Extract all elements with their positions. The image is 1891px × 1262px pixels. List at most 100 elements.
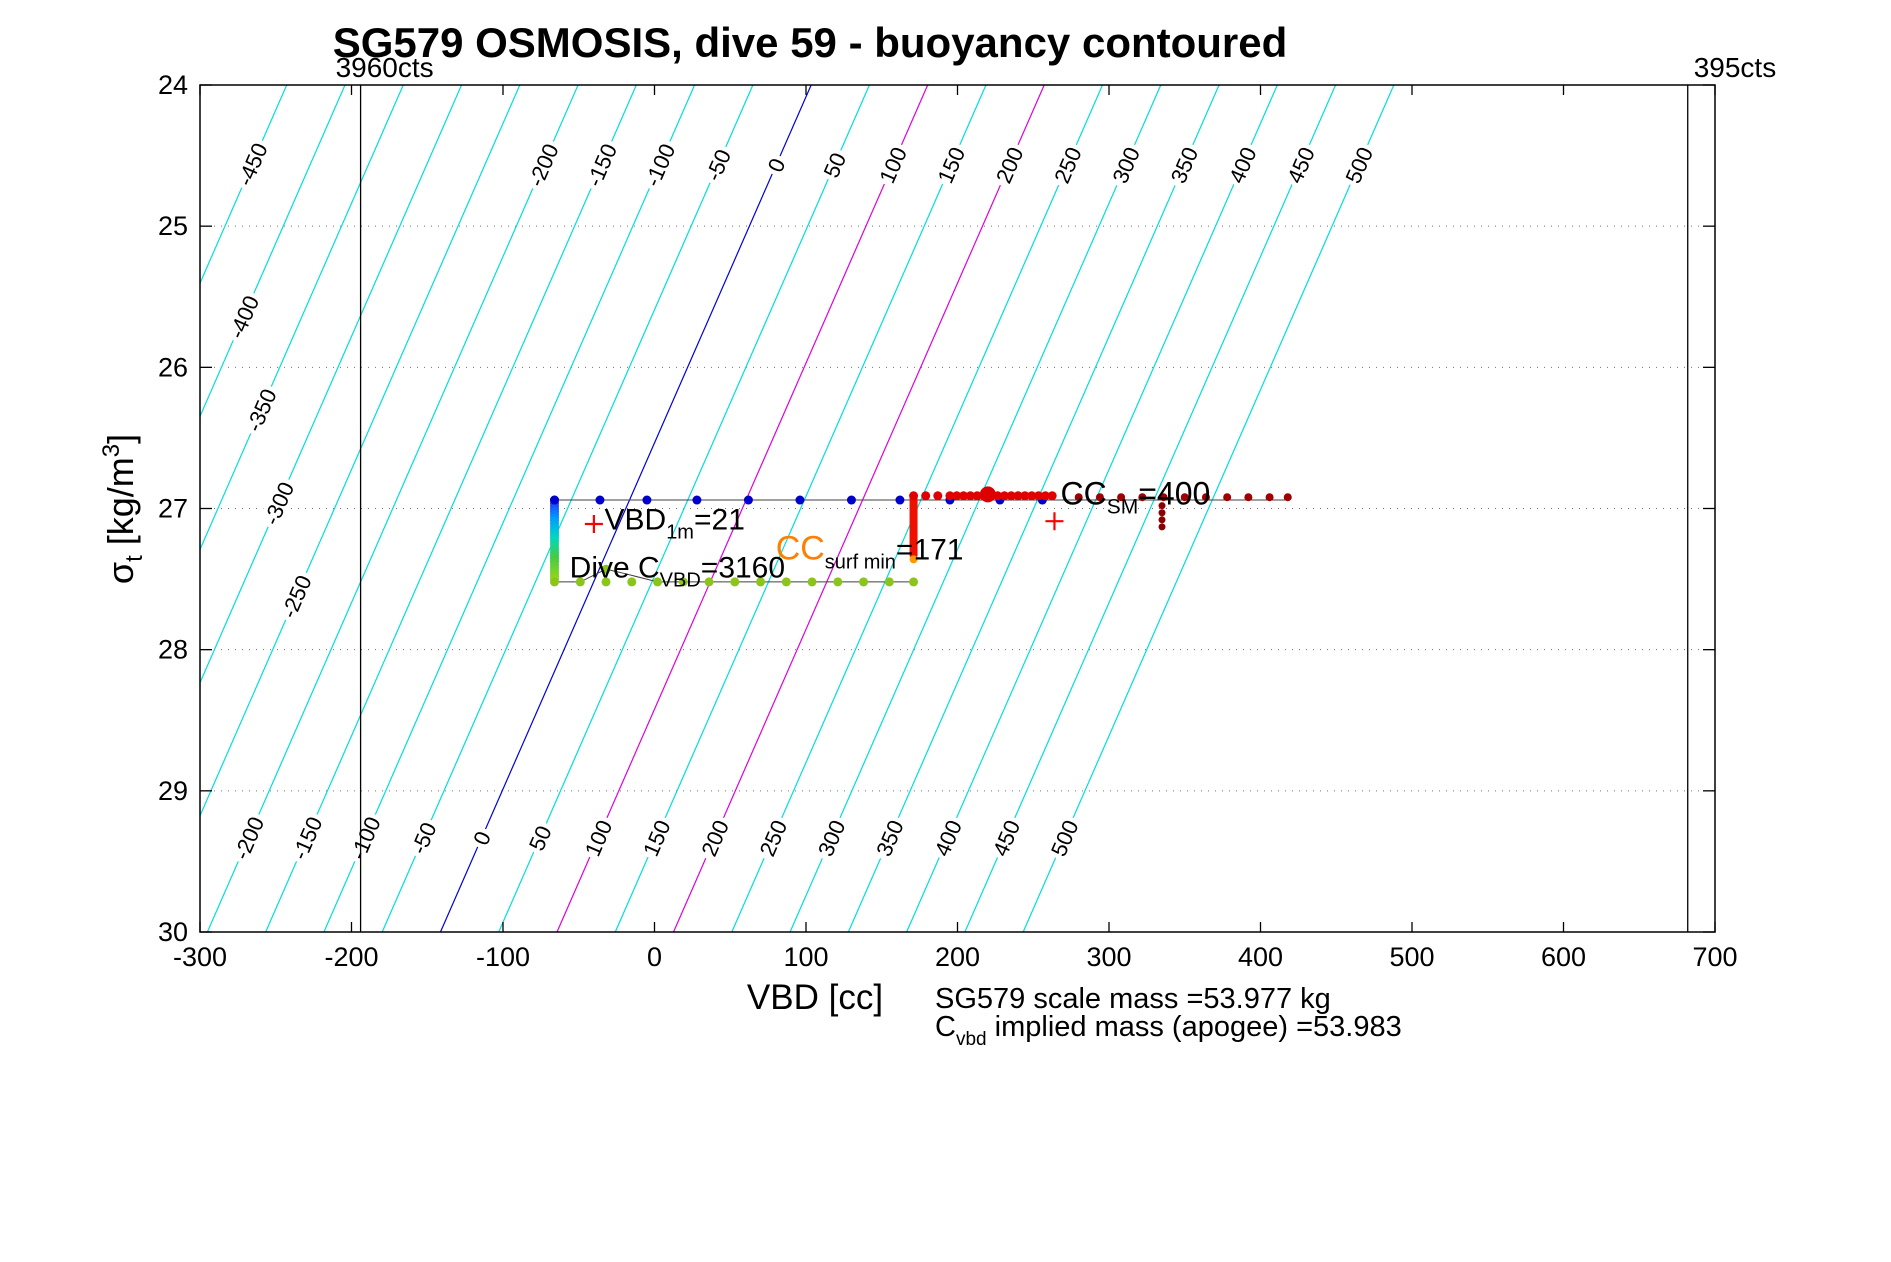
surface-red-point (921, 491, 931, 501)
vbd-count-limit-label: 395cts (1694, 52, 1777, 83)
x-tick-label: -200 (324, 942, 378, 972)
surface-red-blob (979, 486, 996, 503)
contour-line (199, 84, 346, 417)
dive-track-point (795, 495, 805, 505)
surface-red-point (1006, 491, 1016, 501)
climb-track-point (575, 577, 585, 587)
contour-lines (199, 84, 1395, 933)
dive-track-point (743, 495, 753, 505)
surface-darkred-point (1138, 493, 1147, 502)
contour-line (964, 84, 1337, 933)
vbd-limit-lines: 3960cts 395cts (336, 52, 1777, 932)
surface-darkred-point (1117, 493, 1126, 502)
annotation-cc-sm: CCSM=400 (1061, 475, 1211, 518)
x-tick-label: 400 (1238, 942, 1283, 972)
surface-red-point (959, 491, 969, 501)
climb-track-point (909, 577, 919, 587)
surface-darkred-point (1265, 493, 1274, 502)
plot-title: SG579 OSMOSIS, dive 59 - buoyancy contou… (333, 19, 1288, 66)
y-tick-label: 28 (158, 635, 188, 665)
climb-track-point (678, 577, 688, 587)
apogee-tail-point (1158, 509, 1166, 517)
surface-red-point (945, 491, 955, 501)
contour-line (672, 84, 1045, 933)
dive-track-point (846, 495, 856, 505)
y-tick-label: 24 (158, 70, 188, 100)
y-tick-label: 27 (158, 494, 188, 524)
annotation-cc-surf-min: CCsurf min=171 (776, 529, 964, 573)
dive-track-point (692, 495, 702, 505)
surface-red-point (972, 491, 982, 501)
contour-line (265, 84, 637, 933)
contour-line (614, 84, 987, 933)
surface-darkred-point (1223, 493, 1232, 502)
contour-line (199, 84, 521, 816)
apogee-tail-point (1158, 523, 1166, 531)
climb-track-point (550, 577, 560, 587)
plus-marker (584, 515, 603, 534)
y-axis-label: σt [kg/m3] (98, 434, 148, 584)
contour-line (498, 84, 870, 933)
contour-line (199, 84, 463, 683)
x-tick-label: 700 (1692, 942, 1737, 972)
x-tick-label: -300 (173, 942, 227, 972)
climb-track-point (601, 564, 611, 574)
climb-track-point (653, 577, 663, 587)
contour-line (1022, 84, 1395, 933)
climb-track-point (781, 577, 791, 587)
surface-red-bar-tip (909, 555, 918, 564)
y-tick-label: 26 (158, 352, 188, 382)
x-tick-label: 500 (1389, 942, 1434, 972)
surface-darkred-point (1180, 493, 1189, 502)
grid-lines (200, 225, 1715, 792)
climb-track-point (833, 577, 843, 587)
y-tick-label: 30 (158, 917, 188, 947)
surface-red-point (933, 491, 943, 501)
x-tick-label: 100 (783, 942, 828, 972)
surface-red-point (1040, 491, 1050, 501)
contour-line (381, 84, 754, 933)
contour-line (323, 84, 696, 933)
contour-line (199, 84, 404, 550)
x-axis-label: VBD [cc] (747, 978, 883, 1017)
annotation-vbd-1m: VBD1m=21 (605, 504, 745, 544)
climb-track-point (601, 577, 611, 587)
plus-marker (1045, 512, 1064, 531)
climb-track-point (807, 577, 817, 587)
surface-darkred-point (1095, 493, 1104, 502)
surface-red-point (909, 491, 919, 501)
contour-line (847, 84, 1220, 933)
y-tick-label: 25 (158, 211, 188, 241)
contour-line (206, 84, 579, 933)
dive-track-point (895, 495, 905, 505)
y-tick-label: 29 (158, 776, 188, 806)
y-axis-label-text: σt [kg/m3] (98, 434, 148, 584)
climb-track-point (704, 577, 714, 587)
axis-ticks (199, 84, 1716, 933)
annotation-dive-c-vbd: Dive CVBD=3160 (570, 552, 785, 592)
apogee-tail-point (1158, 502, 1166, 510)
surface-darkred-point (1244, 493, 1253, 502)
vbd-count-limit-label: 3960cts (336, 52, 434, 83)
surface-red-point (1047, 491, 1057, 501)
x-tick-label: 600 (1541, 942, 1586, 972)
surface-red-point (1034, 491, 1044, 501)
contour-line (439, 84, 812, 933)
contour-line (199, 84, 288, 284)
footnote-scale-mass: SG579 scale mass =53.977 kg (935, 983, 1331, 1015)
surface-red-point (965, 491, 975, 501)
climb-track-point (884, 577, 894, 587)
surface-red-point (1013, 491, 1023, 501)
dive-track-point (642, 495, 652, 505)
climb-track-point (730, 577, 740, 587)
contour-line (906, 84, 1278, 933)
x-tick-label: 300 (1086, 942, 1131, 972)
data-series (550, 486, 1292, 587)
contour-line (556, 84, 929, 933)
surface-darkred-point (1201, 493, 1210, 502)
surface-red-point (1020, 491, 1030, 501)
x-tick-label: 200 (935, 942, 980, 972)
